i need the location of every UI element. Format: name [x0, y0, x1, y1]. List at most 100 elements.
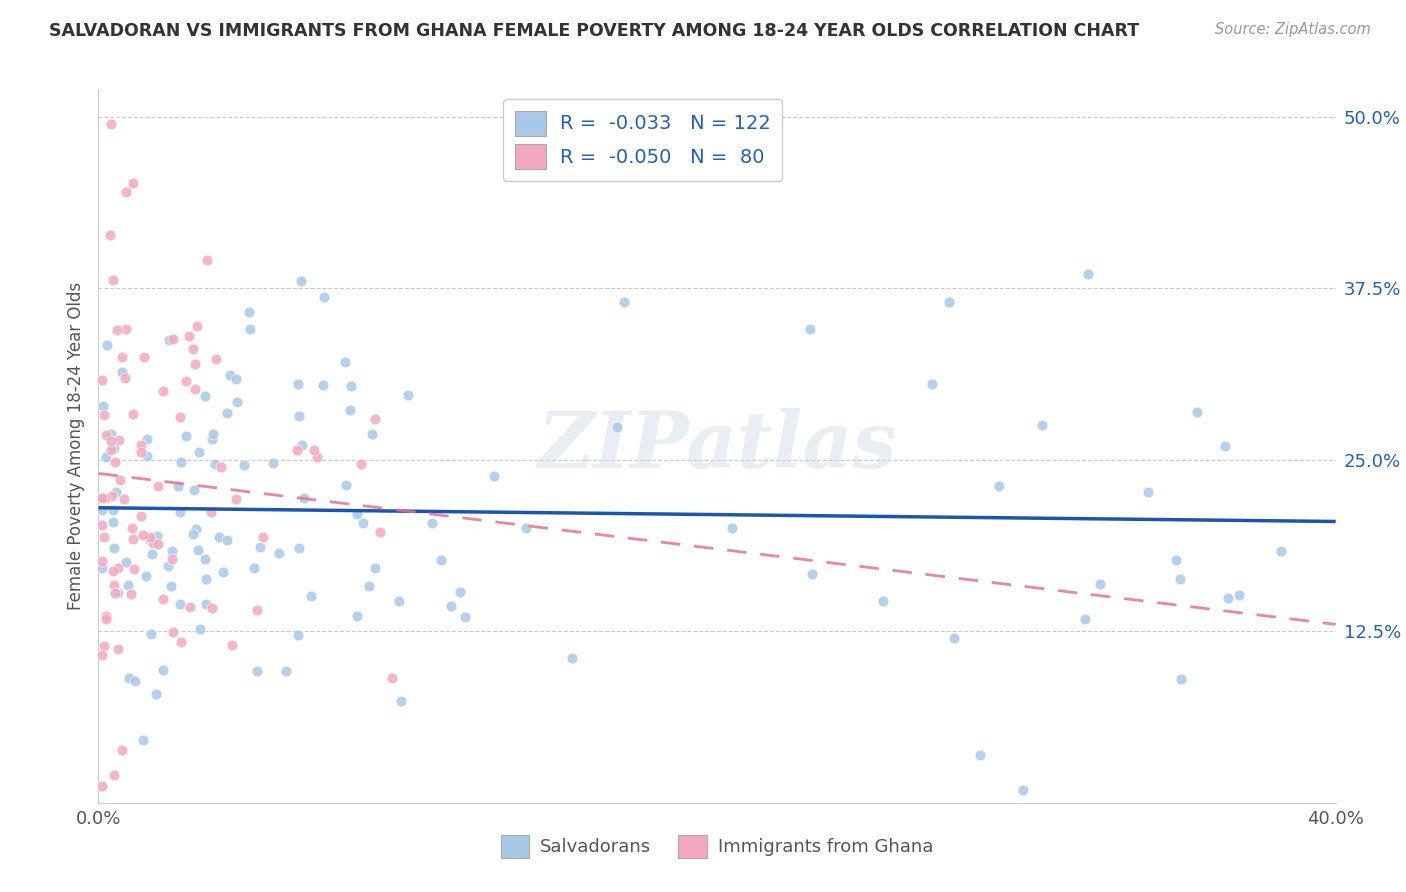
Point: [91, 491, 114, 505]
Point: [101, 502, 124, 516]
Point: [1012, 783, 1035, 797]
Point: [246, 664, 269, 678]
Point: [287, 628, 309, 642]
Point: [152, 663, 174, 677]
Point: [396, 388, 419, 402]
Point: [98, 227, 121, 242]
Point: [129, 444, 152, 458]
Point: [454, 610, 477, 624]
Point: [239, 322, 262, 336]
Point: [184, 357, 207, 371]
Point: [219, 368, 242, 382]
Point: [100, 116, 122, 130]
Point: [368, 524, 391, 539]
Point: [186, 522, 208, 536]
Point: [194, 551, 217, 566]
Point: [90, 490, 112, 504]
Point: [209, 459, 232, 474]
Point: [195, 253, 218, 268]
Point: [141, 547, 163, 561]
Point: [91, 373, 114, 387]
Point: [100, 434, 122, 449]
Point: [606, 420, 628, 434]
Point: [90, 518, 112, 533]
Point: [112, 492, 135, 507]
Point: [363, 412, 385, 426]
Point: [1227, 588, 1250, 602]
Point: [195, 597, 218, 611]
Point: [208, 530, 231, 544]
Point: [108, 473, 131, 487]
Point: [110, 365, 132, 379]
Point: [96, 338, 118, 352]
Point: [122, 562, 145, 576]
Point: [94, 612, 117, 626]
Point: [94, 427, 117, 442]
Point: [201, 432, 224, 446]
Point: [107, 642, 129, 657]
Point: [333, 355, 356, 369]
Point: [225, 491, 247, 506]
Point: [262, 456, 284, 470]
Point: [160, 580, 183, 594]
Point: [103, 441, 125, 455]
Point: [346, 608, 368, 623]
Point: [1215, 439, 1237, 453]
Point: [181, 527, 204, 541]
Point: [307, 450, 329, 464]
Point: [93, 408, 115, 422]
Point: [335, 477, 357, 491]
Point: [205, 352, 228, 367]
Point: [100, 489, 122, 503]
Point: [238, 304, 260, 318]
Point: [100, 442, 122, 457]
Point: [200, 505, 222, 519]
Point: [111, 350, 134, 364]
Point: [104, 455, 127, 469]
Point: [122, 407, 145, 421]
Point: [484, 468, 506, 483]
Point: [225, 371, 247, 385]
Point: [215, 407, 238, 421]
Point: [121, 521, 143, 535]
Point: [104, 585, 127, 599]
Point: [169, 409, 191, 424]
Point: [136, 449, 159, 463]
Point: [183, 483, 205, 497]
Point: [139, 627, 162, 641]
Point: [314, 290, 336, 304]
Point: [1031, 418, 1053, 433]
Point: [146, 479, 169, 493]
Point: [194, 389, 217, 403]
Point: [103, 541, 125, 556]
Point: [429, 553, 451, 567]
Point: [561, 651, 583, 665]
Point: [170, 455, 193, 469]
Point: [359, 579, 381, 593]
Point: [201, 427, 224, 442]
Point: [288, 409, 311, 424]
Point: [1185, 405, 1208, 419]
Point: [94, 491, 117, 505]
Point: [146, 537, 169, 551]
Point: [100, 427, 122, 442]
Point: [181, 343, 204, 357]
Point: [169, 505, 191, 519]
Point: [388, 593, 411, 607]
Point: [233, 458, 256, 473]
Point: [157, 559, 180, 574]
Point: [352, 516, 374, 530]
Point: [93, 530, 115, 544]
Point: [96, 450, 118, 464]
Point: [101, 564, 124, 578]
Point: [212, 565, 235, 579]
Point: [139, 530, 162, 544]
Point: [177, 329, 200, 343]
Point: [90, 502, 112, 516]
Point: [160, 552, 183, 566]
Point: [103, 578, 125, 592]
Text: SALVADORAN VS IMMIGRANTS FROM GHANA FEMALE POVERTY AMONG 18-24 YEAR OLDS CORRELA: SALVADORAN VS IMMIGRANTS FROM GHANA FEMA…: [49, 22, 1139, 40]
Point: [174, 429, 197, 443]
Point: [1170, 572, 1192, 586]
Point: [290, 274, 312, 288]
